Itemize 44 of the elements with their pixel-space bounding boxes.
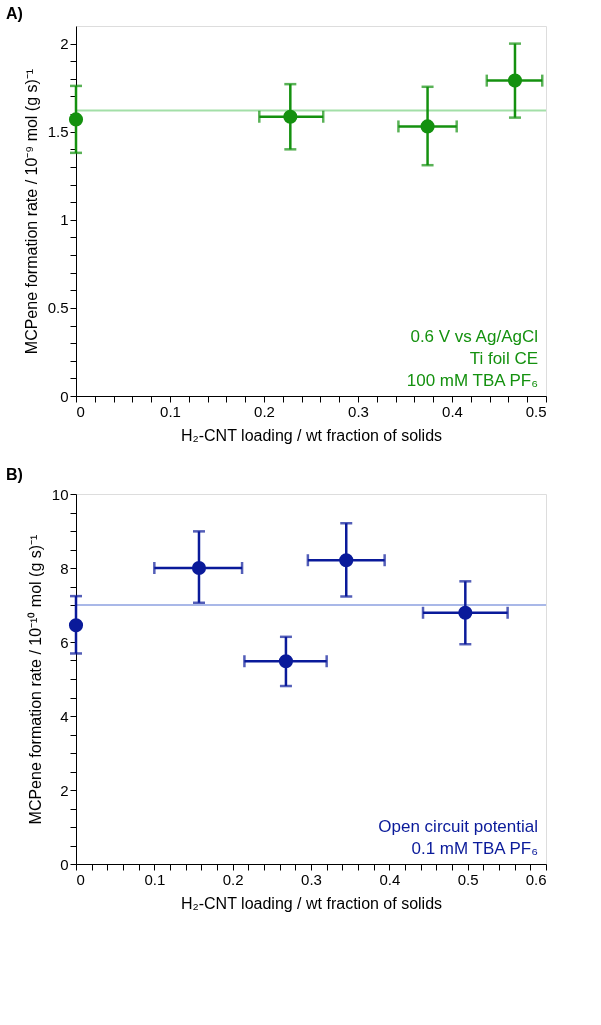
chart-title: A) (6, 5, 23, 22)
y-tick-label: 2 (60, 781, 69, 799)
y-tick-label: 8 (60, 559, 69, 577)
x-tick-label: 0.3 (301, 870, 322, 888)
point (68, 618, 84, 633)
y-tick-label: 10 (51, 485, 69, 503)
point (507, 73, 523, 88)
y-axis-title: MCPene formation rate / 10⁻⁹ mol (g s)⁻¹ (22, 68, 40, 355)
y-tick-label: 0 (60, 387, 69, 405)
x-tick-label: 0.5 (457, 870, 479, 888)
y-tick-label: 2 (60, 35, 69, 53)
annotation: 0.6 V vs Ag/AgCl (410, 327, 538, 346)
annotation: Ti foil CE (469, 349, 538, 368)
y-tick-label: 0.5 (47, 299, 69, 317)
point (420, 119, 435, 134)
y-tick-label: 1.5 (47, 123, 69, 141)
annotation: Open circuit potential (378, 817, 538, 836)
point (278, 654, 293, 669)
x-tick-label: 0.2 (254, 402, 275, 420)
x-tick-label: 0.5 (525, 402, 547, 420)
x-tick-label: 0 (76, 402, 85, 420)
y-tick-label: 4 (60, 707, 69, 725)
y-tick-label: 6 (60, 633, 69, 651)
y-axis-title: MCPene formation rate / 10⁻¹⁰ mol (g s)⁻¹ (26, 534, 44, 825)
point (283, 109, 298, 124)
x-tick-label: 0 (76, 870, 85, 888)
x-tick-label: 0.2 (222, 870, 244, 888)
x-axis-title: H₂-CNT loading / wt fraction of solids (180, 426, 443, 444)
x-axis-title: H₂-CNT loading / wt fraction of solids (180, 894, 443, 912)
annotation: 100 mM TBA PF₆ (406, 371, 538, 390)
annotation: 0.1 mM TBA PF₆ (411, 839, 538, 858)
point (191, 560, 207, 576)
x-tick-label: 0.4 (442, 402, 463, 420)
x-tick-label: 0.3 (348, 402, 369, 420)
y-tick-label: 0 (60, 855, 69, 873)
x-tick-label: 0.6 (525, 870, 547, 888)
point (68, 112, 84, 127)
point (458, 605, 473, 620)
x-tick-label: 0.1 (144, 870, 166, 888)
x-tick-label: 0.4 (379, 870, 401, 888)
y-tick-label: 1 (60, 211, 69, 229)
point (339, 553, 354, 568)
x-tick-label: 0.1 (160, 402, 181, 420)
chart-title: B) (6, 466, 23, 483)
